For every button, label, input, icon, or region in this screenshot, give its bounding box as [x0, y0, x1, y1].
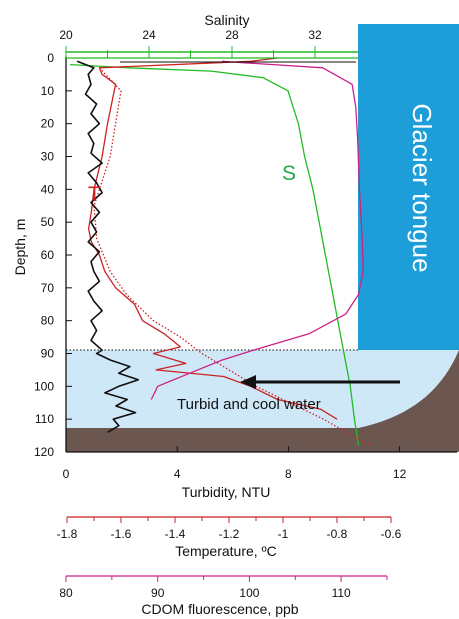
salinity-axis-title: Salinity: [204, 12, 249, 28]
depth-tick-label-90: 90: [41, 347, 55, 361]
cool-water-layer: [66, 350, 358, 428]
temperature-tick-label--1.6: -1.6: [111, 527, 132, 541]
depth-tick-label-30: 30: [41, 150, 55, 164]
depth-axis-title: Depth, m: [12, 219, 28, 276]
depth-tick-label-50: 50: [41, 215, 55, 229]
temperature-tick-label--1.4: -1.4: [165, 527, 186, 541]
salinity-tick-label-20: 20: [59, 28, 73, 42]
depth-tick-label-60: 60: [41, 248, 55, 262]
turbidity-tick-label-4: 4: [174, 467, 181, 481]
cdom-tick-label-110: 110: [332, 586, 351, 600]
cdom-tick-label-90: 90: [151, 586, 165, 600]
glacier-tongue: [358, 24, 459, 350]
turbidity-tick-label-8: 8: [285, 467, 292, 481]
cdom-axis-title: CDOM fluorescence, ppb: [141, 601, 298, 617]
s-label: S: [282, 162, 296, 185]
temperature-tick-label--1.8: -1.8: [57, 527, 78, 541]
temperature-axis-title: Temperature, ºC: [175, 543, 277, 559]
salinity-tick-label-24: 24: [142, 28, 156, 42]
depth-tick-label-40: 40: [41, 182, 55, 196]
cdom-tick-label-80: 80: [59, 586, 73, 600]
temperature-tick-label--0.6: -0.6: [381, 527, 402, 541]
temperature-tick-label--1: -1: [278, 527, 289, 541]
depth-tick-label-110: 110: [35, 412, 54, 426]
series-salinity: [70, 63, 360, 446]
turbidity-tick-label-12: 12: [393, 467, 407, 481]
cdom-tick-label-100: 100: [239, 586, 259, 600]
depth-tick-label-0: 0: [47, 51, 54, 65]
depth-tick-label-20: 20: [41, 117, 55, 131]
water-label: Turbid and cool water: [177, 396, 321, 413]
depth-tick-label-80: 80: [41, 314, 55, 328]
salinity-tick-label-32: 32: [308, 28, 322, 42]
turbidity-tick-label-0: 0: [63, 467, 70, 481]
t-label: T: [88, 183, 101, 206]
series-turbidity: [76, 60, 140, 433]
seabed-slope: [358, 350, 459, 452]
water-arrow-head: [240, 375, 256, 389]
temperature-tick-label--0.8: -0.8: [327, 527, 348, 541]
salinity-tick-label-28: 28: [225, 28, 239, 42]
glacier-label: Glacier tongue: [407, 103, 437, 272]
series-cdom: [150, 60, 364, 400]
turbidity-axis-title: Turbidity, NTU: [182, 484, 271, 500]
depth-tick-label-10: 10: [41, 84, 55, 98]
temperature-tick-label--1.2: -1.2: [219, 527, 240, 541]
seabed: [66, 350, 459, 452]
depth-tick-label-100: 100: [34, 379, 54, 393]
depth-tick-label-70: 70: [41, 281, 55, 295]
series-temperature-solid: [87, 57, 338, 420]
axes-layer: 0 10 20 30 40 50 60 70 80 90 100 110 120 20 24 28 32 0 4 8 1…: [34, 28, 457, 600]
depth-tick-label-120: 120: [34, 445, 54, 459]
